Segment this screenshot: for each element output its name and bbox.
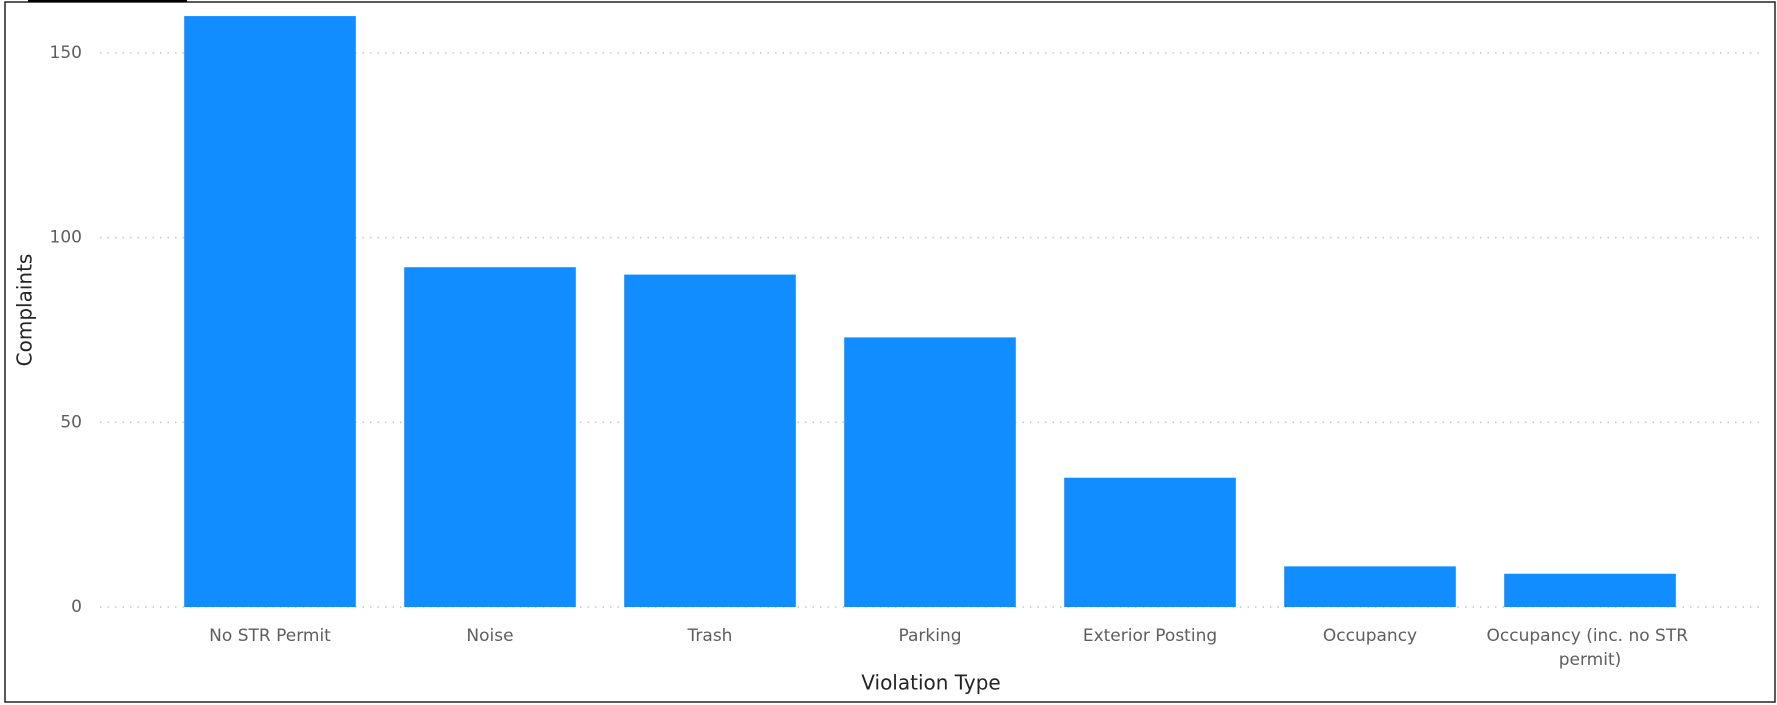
x-tick-label: No STR Permit <box>209 626 331 646</box>
bar <box>184 16 356 607</box>
x-tick-label: Trash <box>687 626 733 646</box>
bar <box>1064 477 1236 607</box>
y-axis-title: Complaints <box>13 254 37 367</box>
y-tick-label: 0 <box>71 597 82 617</box>
y-tick-label: 150 <box>50 43 82 63</box>
y-tick-label: 50 <box>60 412 82 432</box>
x-tick-label: Exterior Posting <box>1083 626 1217 646</box>
frame <box>4 1 1776 703</box>
x-tick-label: Occupancy (inc. no STR permit) <box>1487 626 1694 670</box>
bar <box>624 274 796 607</box>
x-tick-label: Noise <box>466 626 513 646</box>
y-tick-label: 100 <box>50 228 82 248</box>
bar <box>1504 573 1676 607</box>
x-axis-title: Violation Type <box>861 671 1000 695</box>
bar <box>1284 566 1456 607</box>
bar <box>844 337 1016 607</box>
x-tick-label: Parking <box>898 626 961 646</box>
x-tick-label: Occupancy <box>1323 626 1417 646</box>
bar <box>404 267 576 607</box>
